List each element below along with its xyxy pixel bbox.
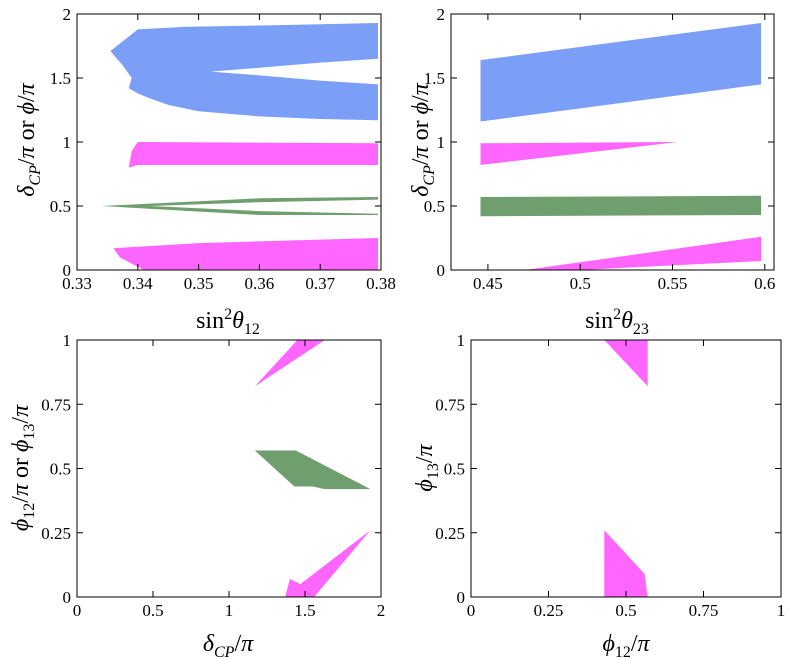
x-tick-label: 0 <box>73 601 82 620</box>
y-tick-label: 0 <box>63 588 72 607</box>
y-tick-label: 1.5 <box>50 69 71 88</box>
ylabel-top-left: δCP/π or ϕ/π <box>14 82 44 196</box>
panel-top-right: 0.45 0.5 0.55 0.6 0 0.5 1 1.5 2 <box>424 5 776 293</box>
region-top-right-2 <box>480 195 762 217</box>
x-tick-label: 0.35 <box>184 274 214 293</box>
xlabel-top-left: sin2θ12 <box>196 306 260 338</box>
panel-bottom-left: 0 0.5 1 1.5 2 0 0.25 0.5 0.75 1 <box>41 331 385 620</box>
x-tick-label: 0 <box>467 601 476 620</box>
region-top-left-0 <box>110 23 379 121</box>
x-tick-label: 2 <box>377 601 386 620</box>
y-tick-label: 1 <box>63 133 72 152</box>
x-tick-label: 0.5 <box>615 601 636 620</box>
ylabel-bottom-left: ϕ12/π or ϕ13/π <box>8 404 38 531</box>
y-tick-label: 0.5 <box>50 460 71 479</box>
region-top-left-2 <box>101 197 379 215</box>
xlabel-top-right: sin2θ23 <box>585 306 649 338</box>
x-tick-label: 0.5 <box>570 274 591 293</box>
y-tick-label: 0.25 <box>435 524 465 543</box>
xlabel-bottom-right: ϕ12/π <box>602 631 650 659</box>
region-bottom-left-0 <box>254 340 325 387</box>
y-tick-label: 0.75 <box>435 395 465 414</box>
y-tick-label: 0.25 <box>41 524 71 543</box>
x-tick-label: 0.34 <box>123 274 153 293</box>
region-bottom-left-2 <box>285 530 371 597</box>
x-tick-label: 0.25 <box>534 601 564 620</box>
x-tick-label: 0.45 <box>473 274 503 293</box>
y-tick-label: 2 <box>63 5 72 24</box>
region-top-left-3 <box>113 238 378 270</box>
panel-bottom-right: 0 0.25 0.5 0.75 1 0 0.25 0.5 0.75 1 <box>435 331 785 620</box>
ylabel-bottom-right: ϕ13/π <box>412 443 442 491</box>
x-tick-label: 1 <box>777 601 786 620</box>
x-tick-label: 0.5 <box>142 601 163 620</box>
region-top-right-0 <box>480 23 762 122</box>
y-tick-label: 0 <box>437 261 446 280</box>
panel-top-left: 0.33 0.34 0.35 0.36 0.37 0.38 0 0.5 1 1.5 2 <box>50 5 396 293</box>
region-top-right-1 <box>480 142 678 165</box>
x-tick-label: 0.75 <box>689 601 719 620</box>
x-tick-label: 0.36 <box>245 274 275 293</box>
y-tick-label: 1 <box>437 133 446 152</box>
y-tick-label: 1 <box>63 331 72 350</box>
region-bottom-left-1 <box>254 450 371 490</box>
x-tick-label: 0.55 <box>658 274 688 293</box>
y-tick-label: 0.5 <box>424 197 445 216</box>
x-tick-label: 0.38 <box>366 274 396 293</box>
y-tick-label: 0.75 <box>41 395 71 414</box>
y-tick-label: 1.5 <box>424 69 445 88</box>
y-tick-label: 2 <box>437 5 446 24</box>
ylabel-top-right: δCP/π or ϕ/π <box>408 82 438 196</box>
region-top-left-1 <box>128 142 378 168</box>
x-tick-label: 0.33 <box>62 274 92 293</box>
x-tick-label: 1 <box>225 601 234 620</box>
region-bottom-right-0 <box>604 340 648 387</box>
region-bottom-right-1 <box>604 530 648 597</box>
region-top-right-3 <box>524 236 762 270</box>
xlabel-bottom-left: δCP/π <box>203 631 254 659</box>
x-tick-label: 1.5 <box>294 601 315 620</box>
y-tick-label: 0.5 <box>444 460 465 479</box>
y-tick-label: 0 <box>457 588 466 607</box>
x-tick-label: 0.6 <box>754 274 775 293</box>
y-tick-label: 1 <box>457 331 466 350</box>
y-tick-label: 0.5 <box>50 197 71 216</box>
y-tick-label: 0 <box>63 261 72 280</box>
x-tick-label: 0.37 <box>305 274 335 293</box>
